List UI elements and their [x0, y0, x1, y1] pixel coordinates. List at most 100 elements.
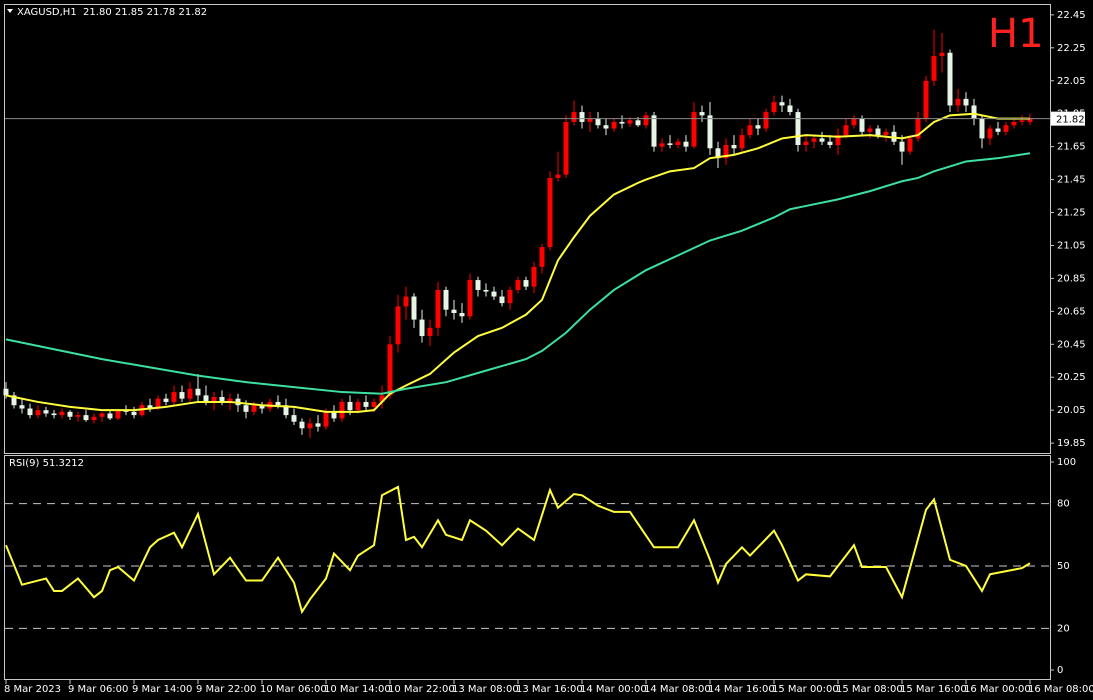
candle-body: [99, 413, 105, 417]
y-tick-label: 50: [1057, 561, 1070, 572]
candle-body: [979, 118, 985, 139]
candle-body: [211, 397, 217, 402]
candle-body: [859, 118, 865, 132]
y-tick-label: 21.25: [1057, 208, 1086, 219]
y-tick-label: 0: [1057, 665, 1063, 676]
timeframe-label: H1: [988, 11, 1044, 57]
y-tick-label: 80: [1057, 499, 1070, 510]
y-tick-label: 20: [1057, 623, 1070, 634]
candle-body: [539, 247, 545, 267]
candle-body: [1003, 125, 1009, 132]
x-tick-label: 16 Mar 00:00: [964, 684, 1031, 695]
symbol-header: XAGUSD,H1 21.80 21.85 21.78 21.82: [17, 7, 207, 18]
candle-body: [1019, 120, 1025, 122]
candle-body: [67, 411, 73, 417]
candle-body: [107, 413, 113, 419]
candle-body: [291, 415, 297, 422]
price-panel-frame: [4, 4, 1051, 454]
candle-body: [315, 423, 321, 427]
candle-body: [491, 291, 497, 297]
candle-body: [643, 115, 649, 126]
candle-body: [851, 118, 857, 126]
x-tick-label: 15 Mar 16:00: [900, 684, 967, 695]
candle-body: [51, 413, 57, 416]
y-tick-label: 21.65: [1057, 142, 1086, 153]
candle-body: [435, 289, 441, 328]
candle-body: [395, 306, 401, 345]
candle-body: [627, 120, 633, 124]
y-tick-label: 22.25: [1057, 43, 1086, 54]
candle-body: [219, 397, 225, 402]
candle-body: [507, 289, 513, 304]
candle-body: [251, 405, 257, 412]
candle-body: [787, 105, 793, 113]
price-label: 21.82: [1056, 115, 1085, 126]
candle-body: [683, 141, 689, 147]
candle-body: [971, 105, 977, 119]
candle-body: [595, 118, 601, 126]
candle-body: [739, 135, 745, 149]
candle-body: [843, 125, 849, 136]
candle-body: [923, 80, 929, 119]
candle-body: [939, 52, 945, 57]
candle-body: [419, 319, 425, 337]
candle-body: [899, 141, 905, 152]
candle-body: [339, 401, 345, 419]
candle-body: [475, 280, 481, 290]
x-tick-label: 13 Mar 16:00: [516, 684, 583, 695]
candle-body: [363, 401, 369, 407]
y-tick-label: 19.85: [1057, 438, 1086, 449]
candle-body: [571, 112, 577, 122]
y-tick-label: 22.45: [1057, 10, 1086, 21]
rsi-panel-frame: [4, 455, 1051, 680]
candle-body: [883, 131, 889, 136]
candle-body: [187, 388, 193, 399]
y-tick-label: 100: [1057, 457, 1076, 468]
candle-body: [995, 128, 1001, 132]
y-tick-label: 21.45: [1057, 175, 1086, 186]
candle-body: [611, 121, 617, 129]
y-tick-label: 20.65: [1057, 306, 1086, 317]
moving-average: [5, 152, 1031, 395]
candle-body: [379, 395, 385, 402]
candle-body: [451, 309, 457, 313]
candle-body: [3, 388, 9, 396]
rsi-line: [5, 485, 1031, 615]
x-tick-label: 10 Mar 06:00: [260, 684, 327, 695]
candle-body: [667, 143, 673, 145]
candle-body: [747, 125, 753, 136]
candle-body: [179, 392, 185, 399]
x-tick-label: 13 Mar 08:00: [452, 684, 519, 695]
candle-body: [259, 405, 265, 409]
candle-body: [195, 388, 201, 396]
candle-body: [27, 408, 33, 416]
candle-body: [43, 410, 49, 414]
candle-body: [707, 115, 713, 149]
candle-body: [155, 398, 161, 409]
candle-body: [907, 138, 913, 152]
x-tick-label: 9 Mar 22:00: [196, 684, 256, 695]
candle-body: [987, 128, 993, 139]
candle-body: [763, 112, 769, 129]
candle-body: [75, 415, 81, 417]
candle-body: [227, 398, 233, 402]
candle-body: [771, 102, 777, 113]
candle-body: [347, 401, 353, 411]
x-tick-label: 15 Mar 08:00: [836, 684, 903, 695]
x-tick-label: 9 Mar 06:00: [68, 684, 128, 695]
candle-body: [523, 280, 529, 287]
candle-body: [547, 177, 553, 248]
candle-body: [11, 395, 17, 406]
candle-body: [299, 421, 305, 429]
candle-body: [331, 411, 337, 419]
candle-body: [19, 405, 25, 409]
candle-body: [563, 121, 569, 175]
candle-body: [147, 405, 153, 409]
candle-body: [635, 120, 641, 126]
candle-body: [499, 296, 505, 304]
candle-body: [483, 289, 489, 292]
candle-body: [371, 401, 377, 407]
candle-body: [715, 148, 721, 159]
x-tick-label: 10 Mar 14:00: [324, 684, 391, 695]
candle-body: [355, 401, 361, 411]
